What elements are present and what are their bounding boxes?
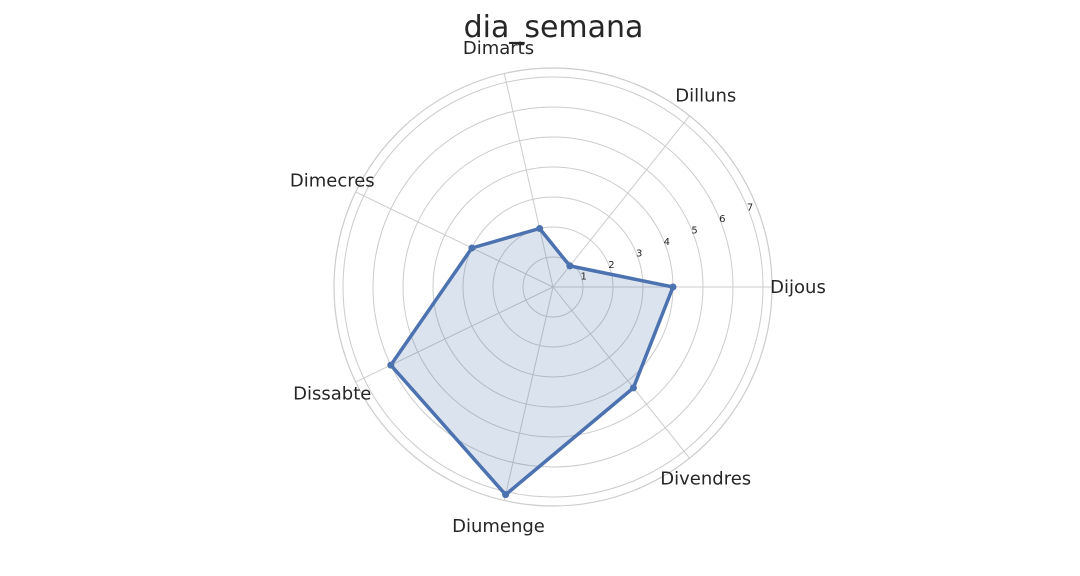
series-area xyxy=(389,226,675,497)
radial-tick-label: 5 xyxy=(691,226,697,237)
spoke-line xyxy=(503,73,554,288)
angular-grid xyxy=(355,73,772,501)
category-label: Dissabte xyxy=(293,383,371,404)
spoke-line xyxy=(355,191,554,288)
data-point xyxy=(468,244,476,252)
data-point xyxy=(669,283,677,291)
data-point xyxy=(536,225,544,233)
radial-tick-label: 1 xyxy=(581,272,587,283)
radial-tick-label: 6 xyxy=(719,214,725,225)
spoke-line xyxy=(503,286,554,501)
category-label: Dimecres xyxy=(290,171,375,192)
category-label: Dilluns xyxy=(675,85,736,106)
series-line xyxy=(389,226,675,497)
category-label: Dimarts xyxy=(463,38,534,59)
radial-tick-label: 7 xyxy=(747,203,753,214)
category-label: Dijous xyxy=(770,277,826,298)
radial-tick-labels: 1 2 3 4 5 6 7 xyxy=(581,203,754,283)
data-point xyxy=(502,491,510,499)
radial-tick-label: 4 xyxy=(664,237,670,248)
radial-tick-label: 3 xyxy=(636,249,642,260)
category-label: Divendres xyxy=(660,469,751,490)
radial-tick-label: 2 xyxy=(608,260,614,271)
category-labels: Dijous Dilluns Dimarts Dimecres Dissabte Dium… xyxy=(290,38,826,537)
chart-title: dia_semana xyxy=(463,10,644,45)
data-point xyxy=(629,384,637,392)
data-point xyxy=(566,262,574,270)
data-point xyxy=(387,361,395,369)
spoke-line xyxy=(552,115,690,288)
series-points xyxy=(387,225,677,499)
spoke-line xyxy=(552,286,690,459)
category-label: Diumenge xyxy=(452,516,545,537)
series-fill xyxy=(390,228,673,495)
